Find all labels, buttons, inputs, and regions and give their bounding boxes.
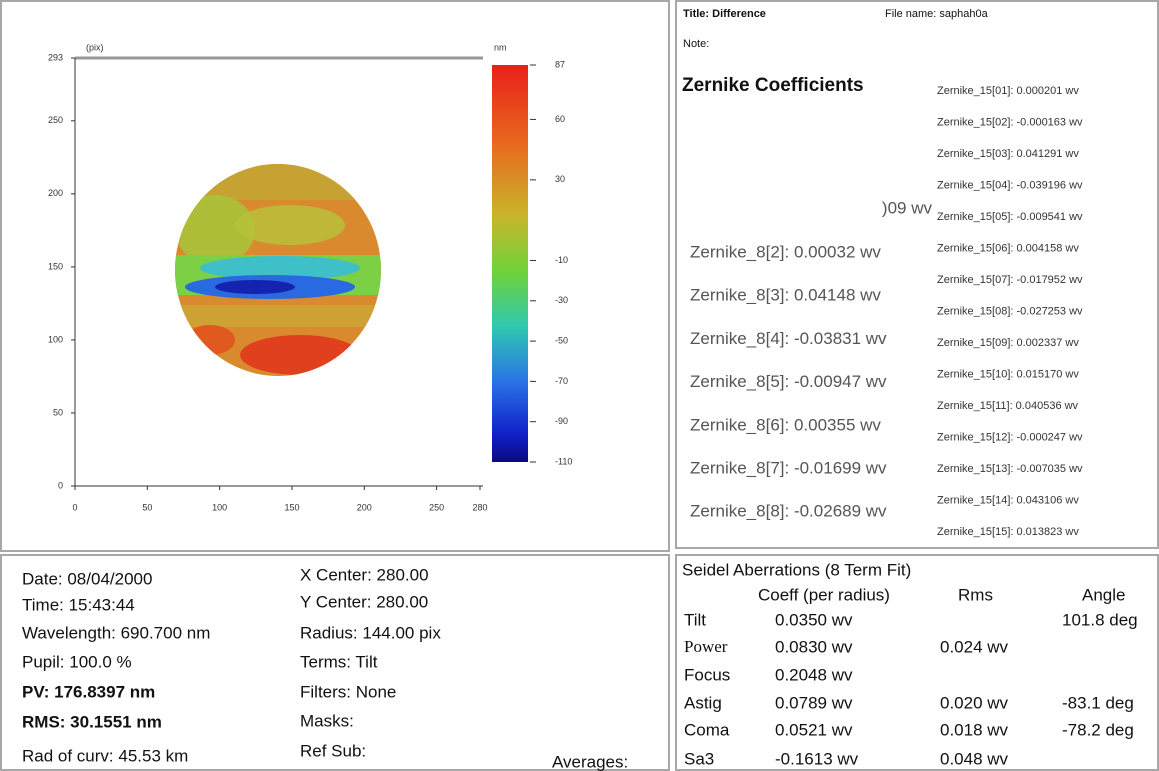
y-tick-label: 100 <box>48 334 63 344</box>
colorbar-unit: nm <box>494 42 507 52</box>
zernike-panel <box>675 0 1159 549</box>
colorbar-tick-label: -90 <box>555 416 568 426</box>
seidel-coeff: -0.1613 wv <box>775 749 859 768</box>
x-tick-label: 280 <box>472 502 487 512</box>
y-tick-label: 0 <box>58 480 63 490</box>
colorbar-tick-label: -110 <box>555 456 572 466</box>
zernike-15-term: Zernike_15[07]: -0.017952 wv <box>937 274 1083 286</box>
seidel-panel <box>675 554 1159 771</box>
seidel-coeff: 0.0830 wv <box>775 637 853 656</box>
seidel-angle: 101.8 deg <box>1062 610 1138 629</box>
zernike-partial: )09 wv <box>882 198 933 217</box>
zernike-15-term: Zernike_15[02]: -0.000163 wv <box>937 116 1083 128</box>
info-item: RMS: 30.1551 nm <box>22 712 162 731</box>
info-item: PV: 176.8397 nm <box>22 682 155 701</box>
y-tick-label: 250 <box>48 115 63 125</box>
seidel-coeff: 0.0521 wv <box>775 720 853 739</box>
column-header: Angle <box>1082 585 1125 604</box>
seidel-name: Coma <box>684 720 730 739</box>
colorbar-tick-label: 60 <box>555 114 565 124</box>
zernike-heading: Zernike Coefficients <box>682 75 864 96</box>
seidel-coeff: 0.0789 wv <box>775 693 853 712</box>
colorbar-tick-label: -50 <box>555 335 568 345</box>
info-item: Terms: Tilt <box>300 652 378 671</box>
zernike-15-term: Zernike_15[06]: 0.004158 wv <box>937 242 1079 254</box>
y-tick-label: 293 <box>48 52 63 62</box>
info-item: Y Center: 280.00 <box>300 592 428 611</box>
column-header: Coeff (per radius) <box>758 585 890 604</box>
seidel-title: Seidel Aberrations (8 Term Fit) <box>682 560 911 579</box>
seidel-rms: 0.024 wv <box>940 637 1009 656</box>
zernike-15-term: Zernike_15[08]: -0.027253 wv <box>937 305 1083 317</box>
zernike-15-term: Zernike_15[13]: -0.007035 wv <box>937 463 1083 475</box>
seidel-rms: 0.048 wv <box>940 749 1009 768</box>
info-item: Date: 08/04/2000 <box>22 569 152 588</box>
zernike-8-term: Zernike_8[8]: -0.02689 wv <box>690 502 887 521</box>
seidel-angle: -83.1 deg <box>1062 693 1134 712</box>
info-item: Pupil: 100.0 % <box>22 652 132 671</box>
info-item: Rad of curv: 45.53 km <box>22 746 188 765</box>
axis-unit: (pix) <box>86 42 104 52</box>
zernike-15-term: Zernike_15[12]: -0.000247 wv <box>937 431 1083 443</box>
colorbar-tick-label: 30 <box>555 174 565 184</box>
y-tick-label: 200 <box>48 188 63 198</box>
zernike-8-term: Zernike_8[6]: 0.00355 wv <box>690 415 881 434</box>
seidel-name: Sa3 <box>684 749 714 768</box>
seidel-name: Focus <box>684 665 730 684</box>
info-item: Radius: 144.00 pix <box>300 623 441 642</box>
info-item: Time: 15:43:44 <box>22 595 135 614</box>
info-item: X Center: 280.00 <box>300 565 429 584</box>
x-tick-label: 250 <box>429 502 444 512</box>
seidel-name: Power <box>684 637 728 656</box>
info-item: Filters: None <box>300 682 396 701</box>
seidel-coeff: 0.2048 wv <box>775 665 853 684</box>
info-item: Ref Sub: <box>300 741 366 760</box>
zernike-15-term: Zernike_15[10]: 0.015170 wv <box>937 368 1079 380</box>
x-tick-label: 50 <box>142 502 152 512</box>
file-name: File name: saphah0a <box>885 8 989 20</box>
zernike-15-term: Zernike_15[15]: 0.013823 wv <box>937 526 1079 538</box>
info-item: Masks: <box>300 711 354 730</box>
zernike-15-term: Zernike_15[01]: 0.000201 wv <box>937 85 1079 97</box>
seidel-rms: 0.018 wv <box>940 720 1009 739</box>
title: Title: Difference <box>683 8 766 20</box>
info-panel <box>0 554 670 771</box>
colorbar-tick-label: 87 <box>555 59 565 69</box>
zernike-15-term: Zernike_15[05]: -0.009541 wv <box>937 211 1083 223</box>
seidel-rms: 0.020 wv <box>940 693 1009 712</box>
averages: Averages: <box>552 752 628 771</box>
zernike-8-term: Zernike_8[3]: 0.04148 wv <box>690 286 881 305</box>
seidel-angle: -78.2 deg <box>1062 720 1134 739</box>
zernike-15-term: Zernike_15[11]: 0.040536 wv <box>937 400 1079 412</box>
colorbar-tick-label: -70 <box>555 376 568 386</box>
seidel-name: Astig <box>684 693 722 712</box>
colorbar-tick-label: -10 <box>555 255 568 265</box>
y-tick-label: 150 <box>48 261 63 271</box>
zernike-8-term: Zernike_8[7]: -0.01699 wv <box>690 458 887 477</box>
x-tick-label: 0 <box>72 502 77 512</box>
colorbar-tick-label: -30 <box>555 295 568 305</box>
zernike-15-term: Zernike_15[04]: -0.039196 wv <box>937 179 1083 191</box>
zernike-8-term: Zernike_8[4]: -0.03831 wv <box>690 329 887 348</box>
colorbar <box>492 65 528 462</box>
y-tick-label: 50 <box>53 407 63 417</box>
x-tick-label: 200 <box>357 502 372 512</box>
column-header: Rms <box>958 585 993 604</box>
zernike-15-term: Zernike_15[14]: 0.043106 wv <box>937 494 1079 506</box>
x-tick-label: 100 <box>212 502 227 512</box>
seidel-coeff: 0.0350 wv <box>775 610 853 629</box>
seidel-name: Tilt <box>684 610 706 629</box>
zernike-8-term: Zernike_8[5]: -0.00947 wv <box>690 372 887 391</box>
info-item: Wavelength: 690.700 nm <box>22 623 210 642</box>
zernike-8-term: Zernike_8[2]: 0.00032 wv <box>690 242 881 261</box>
note: Note: <box>683 38 709 50</box>
x-tick-label: 150 <box>284 502 299 512</box>
zernike-15-term: Zernike_15[09]: 0.002337 wv <box>937 337 1079 349</box>
zernike-15-term: Zernike_15[03]: 0.041291 wv <box>937 148 1079 160</box>
